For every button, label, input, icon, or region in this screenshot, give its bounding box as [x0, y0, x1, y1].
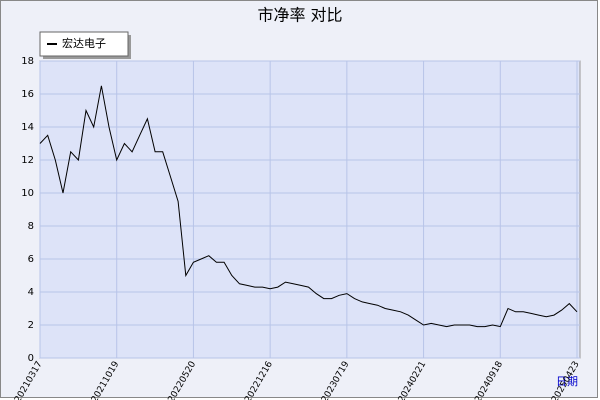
y-tick-label: 16: [21, 89, 34, 100]
y-tick-label: 2: [28, 320, 34, 331]
y-tick-label: 10: [21, 188, 34, 199]
y-tick-label: 12: [21, 155, 34, 166]
plot-area: [39, 60, 581, 359]
y-tick-label: 14: [21, 122, 34, 133]
y-tick-label: 6: [28, 254, 34, 265]
legend-label: 宏达电子: [62, 36, 106, 50]
chart-title: 市净率 对比: [257, 6, 342, 25]
y-tick-label: 8: [28, 221, 34, 232]
x-axis-label: 日期: [556, 375, 578, 388]
line-series: [39, 85, 578, 328]
y-tick-label: 4: [28, 287, 34, 298]
y-tick-label: 18: [21, 56, 34, 67]
y-tick-label: 0: [28, 353, 34, 364]
